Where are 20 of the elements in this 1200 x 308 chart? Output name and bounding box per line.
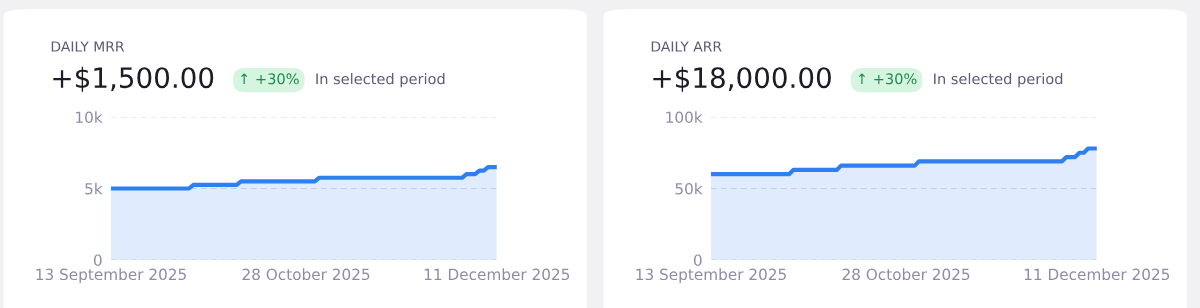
x-tick-label: 28 October 2025 xyxy=(842,268,970,281)
chart-subtitle: +$18,000.00 xyxy=(653,66,831,92)
y-tick-label: 100k xyxy=(666,111,703,124)
chart-subtitle: +$1,500.00 xyxy=(53,66,214,92)
y-tick-label: 0 xyxy=(93,254,102,266)
y-tick-label: 10k xyxy=(76,111,103,124)
y-tick-label: 5k xyxy=(85,182,103,195)
chart-title: DAILY ARR xyxy=(651,41,722,52)
x-tick-label: 28 October 2025 xyxy=(242,268,370,281)
x-tick-label: 13 September 2025 xyxy=(36,268,186,284)
y-tick-label: 0 xyxy=(693,254,702,266)
x-tick-label: 13 September 2025 xyxy=(636,268,786,284)
x-tick-label: 11 December 2025 xyxy=(424,268,570,281)
x-tick-label: 11 December 2025 xyxy=(1024,268,1170,281)
text: In selected period xyxy=(316,73,445,88)
text: In selected period xyxy=(934,73,1063,88)
text: ↑ +30% xyxy=(858,73,917,85)
chart-title: DAILY MRR xyxy=(51,41,125,52)
text: ↑ +30% xyxy=(241,73,299,85)
y-tick-label: 50k xyxy=(675,182,703,195)
